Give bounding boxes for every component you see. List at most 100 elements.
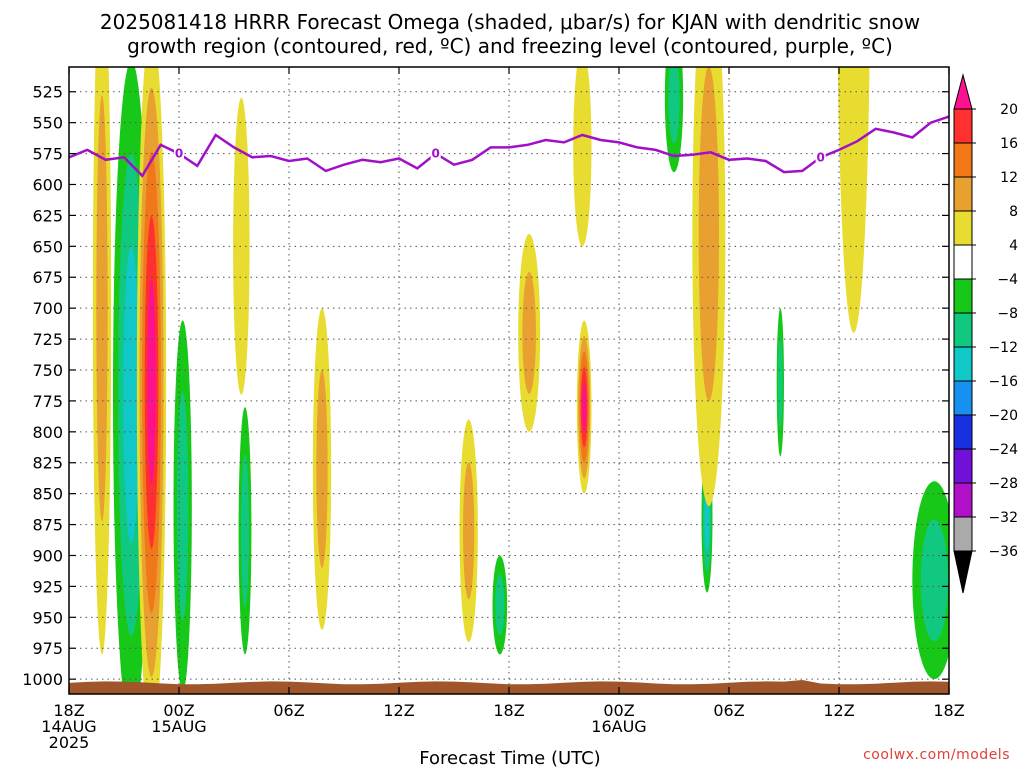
omega-feature [837, 67, 870, 333]
x-tick-label: 18Z [493, 701, 524, 720]
colorbar-label: −24 [988, 442, 1018, 458]
chart-title-line2: growth region (contoured, red, ºC) and f… [127, 34, 893, 58]
omega-feature [233, 97, 250, 395]
omega-contour-band [920, 519, 948, 642]
omega-contour-band [837, 67, 870, 333]
omega-feature [776, 308, 784, 457]
freezing-level-label: 0 [431, 147, 439, 161]
x-tick-label: 06Z [273, 701, 304, 720]
colorbar-label: −28 [988, 476, 1018, 492]
freezing-level-label: 0 [175, 147, 183, 161]
colorbar-label: 8 [1009, 204, 1018, 220]
colorbar-label: −4 [997, 272, 1018, 288]
x-tick-label: 14AUG [41, 717, 96, 736]
colorbar-swatch [953, 176, 973, 212]
y-tick-label: 550 [32, 114, 63, 133]
omega-contour-band [698, 67, 719, 402]
omega-contour-band [233, 97, 250, 395]
colorbar-label: −8 [997, 306, 1018, 322]
y-tick-label: 800 [32, 423, 63, 442]
y-tick-label: 775 [32, 392, 63, 411]
y-tick-label: 600 [32, 175, 63, 194]
freezing-level-label: 0 [816, 150, 824, 164]
credit-text: coolwx.com/models [863, 747, 1010, 763]
omega-feature [576, 320, 592, 494]
x-tick-label: 15AUG [151, 717, 206, 736]
x-tick-label: 2025 [49, 733, 90, 752]
omega-feature [664, 67, 684, 173]
colorbar-swatch [953, 210, 973, 246]
omega-feature [136, 67, 167, 694]
colorbar-swatch [953, 142, 973, 178]
omega-feature [692, 67, 726, 506]
y-axis-ticks: 525 550 575 600 625 650 675 700 725 750 775 800 825 8… [22, 83, 949, 689]
omega-feature [173, 320, 192, 692]
omega-contour-band [241, 454, 249, 607]
colorbar-swatch [953, 550, 973, 594]
colorbar-swatch [953, 346, 973, 382]
y-tick-label: 975 [32, 639, 63, 658]
colorbar-label: −32 [988, 510, 1018, 526]
y-tick-label: 525 [32, 83, 63, 102]
omega-contour-band [147, 279, 156, 485]
x-tick-label: 00Z [603, 701, 634, 720]
y-tick-label: 750 [32, 361, 63, 380]
x-tick-label: 06Z [713, 701, 744, 720]
omega-feature [573, 67, 592, 247]
x-tick-label: 18Z [53, 701, 84, 720]
y-tick-label: 1000 [22, 670, 63, 689]
y-tick-label: 725 [32, 330, 63, 349]
freezing-label-background [174, 146, 184, 161]
x-tick-label: 18Z [933, 701, 964, 720]
omega-feature [459, 419, 478, 643]
omega-contour-band [123, 246, 140, 544]
y-tick-label: 625 [32, 206, 63, 225]
omega-contour-band [668, 67, 680, 144]
y-tick-label: 900 [32, 546, 63, 565]
colorbar-label: 12 [1000, 170, 1018, 186]
colorbar-label: 20 [1000, 102, 1018, 118]
colorbar-swatch [953, 312, 973, 348]
y-tick-label: 825 [32, 454, 63, 473]
x-tick-label: 00Z [163, 701, 194, 720]
colorbar-label: 16 [1000, 136, 1018, 152]
omega-feature [492, 555, 508, 655]
x-tick-label: 16AUG [591, 717, 646, 736]
omega-shading [92, 67, 949, 694]
omega-contour-band [495, 574, 505, 636]
freezing-level-line [69, 115, 949, 178]
freezing-label-background [430, 146, 441, 161]
colorbar-swatch [953, 448, 973, 484]
colorbar-swatch [953, 244, 973, 280]
y-tick-label: 575 [32, 145, 63, 164]
omega-contour-band [463, 462, 475, 600]
x-tick-label: 12Z [383, 701, 414, 720]
freezing-label-background [815, 150, 826, 165]
y-tick-label: 650 [32, 237, 63, 256]
colorbar-label: −16 [988, 374, 1018, 390]
y-tick-label: 675 [32, 268, 63, 287]
colorbar-swatch [953, 380, 973, 416]
colorbar-swatch [953, 516, 973, 552]
colorbar-swatch [953, 73, 973, 110]
y-tick-label: 850 [32, 485, 63, 504]
colorbar-swatch [953, 482, 973, 518]
colorbar-label: −12 [988, 340, 1018, 356]
colorbar: 20 16 12 8 4 −4 −8 −12 −16 −20 −24 −28 −32 −36 [953, 73, 1018, 594]
colorbar-swatch [953, 108, 973, 144]
x-axis-label: Forecast Time (UTC) [419, 748, 600, 768]
omega-contour-band [778, 336, 783, 429]
omega-contour-band [573, 67, 592, 247]
omega-contour-band [582, 382, 587, 432]
omega-contour-band [177, 391, 189, 621]
omega-feature [238, 407, 252, 655]
y-tick-label: 875 [32, 516, 63, 535]
y-tick-label: 700 [32, 299, 63, 318]
omega-contour-band [522, 272, 536, 394]
colorbar-label: −36 [988, 544, 1018, 560]
y-tick-label: 950 [32, 608, 63, 627]
colorbar-swatch [953, 414, 973, 450]
colorbar-label: 4 [1009, 238, 1018, 254]
